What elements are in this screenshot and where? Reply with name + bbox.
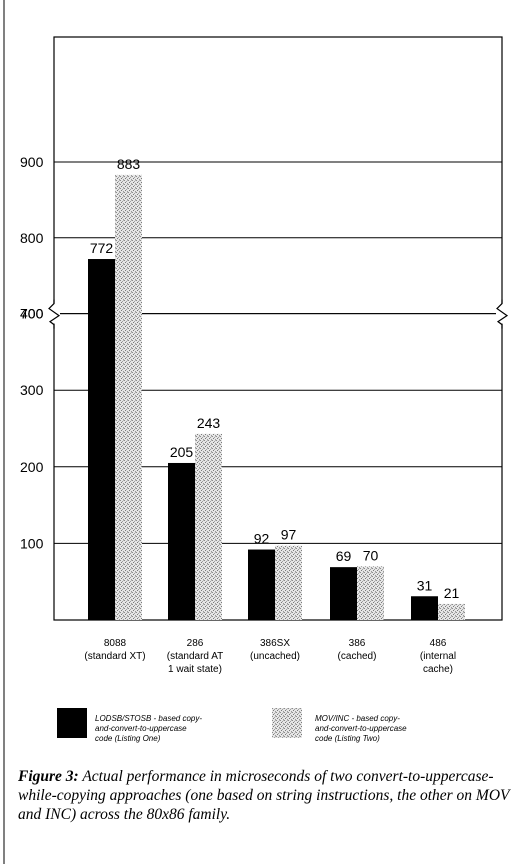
bar-mov-inc bbox=[275, 545, 302, 620]
figure-caption: Figure 3: Actual performance in microsec… bbox=[18, 767, 518, 824]
legend-swatch-series-1 bbox=[57, 708, 87, 738]
data-label: 31 bbox=[417, 577, 433, 593]
y-tick-label: 400 bbox=[20, 306, 44, 322]
axis-break-gap bbox=[496, 303, 508, 324]
x-tick-label: 486 bbox=[430, 638, 447, 649]
y-tick-label: 100 bbox=[20, 535, 44, 551]
legend-series-2-line-1: MOV/INC - based copy- bbox=[315, 714, 400, 723]
axis-break-left bbox=[48, 299, 61, 329]
x-tick-label: cache) bbox=[423, 664, 453, 675]
bar-lodsb-stosb bbox=[168, 462, 195, 620]
axis-break-right bbox=[496, 299, 509, 329]
data-label: 243 bbox=[197, 415, 221, 431]
bar-lodsb-stosb bbox=[88, 259, 115, 620]
y-tick-label: 700 bbox=[20, 306, 44, 322]
bar-mov-inc bbox=[195, 433, 222, 620]
x-tick-label: 386SX bbox=[260, 638, 290, 649]
x-tick-label: 8088 bbox=[104, 638, 127, 649]
legend-series-1-line-2: and-convert-to-uppercase bbox=[95, 724, 187, 733]
data-label: 92 bbox=[254, 531, 270, 547]
legend-series-2-line-3: code (Listing Two) bbox=[315, 734, 380, 743]
data-label: 97 bbox=[281, 527, 297, 543]
data-label: 883 bbox=[117, 156, 141, 172]
figure-caption-text: Actual performance in microseconds of tw… bbox=[18, 768, 510, 823]
legend-series-1-line-1: LODSB/STOSB - based copy- bbox=[95, 714, 203, 723]
legend-series-1-line-3: code (Listing One) bbox=[95, 734, 161, 743]
x-tick-label: (internal bbox=[420, 651, 456, 662]
data-label: 21 bbox=[444, 585, 460, 601]
y-tick-label: 900 bbox=[20, 154, 44, 170]
x-tick-label: 386 bbox=[349, 638, 366, 649]
x-tick-label: 286 bbox=[187, 638, 204, 649]
bar-lodsb-stosb bbox=[248, 549, 275, 620]
bar-mov-inc bbox=[438, 603, 465, 620]
x-tick-label: 1 wait state) bbox=[168, 664, 222, 675]
axis-break-gap bbox=[48, 303, 60, 324]
y-tick-label: 800 bbox=[20, 230, 44, 246]
figure-label: Figure 3: bbox=[18, 768, 79, 785]
data-label: 70 bbox=[363, 547, 379, 563]
data-label: 205 bbox=[170, 444, 194, 460]
x-tick-label: (cached) bbox=[338, 651, 377, 662]
x-tick-label: (standard XT) bbox=[84, 651, 145, 662]
bar-lodsb-stosb bbox=[330, 567, 357, 620]
bar-mov-inc bbox=[357, 566, 384, 620]
bar-lodsb-stosb bbox=[411, 596, 438, 620]
legend-label-series-1: LODSB/STOSB - based copy- and-convert-to… bbox=[95, 714, 273, 744]
y-tick-label: 200 bbox=[20, 459, 44, 475]
data-label: 772 bbox=[90, 240, 114, 256]
x-tick-label: (uncached) bbox=[250, 651, 300, 662]
bar-mov-inc bbox=[115, 174, 142, 621]
data-label: 69 bbox=[336, 548, 352, 564]
legend-series-2-line-2: and-convert-to-uppercase bbox=[315, 724, 407, 733]
x-tick-label: (standard AT bbox=[167, 651, 224, 662]
y-tick-label: 300 bbox=[20, 382, 44, 398]
legend-label-series-2: MOV/INC - based copy- and-convert-to-upp… bbox=[315, 714, 493, 744]
